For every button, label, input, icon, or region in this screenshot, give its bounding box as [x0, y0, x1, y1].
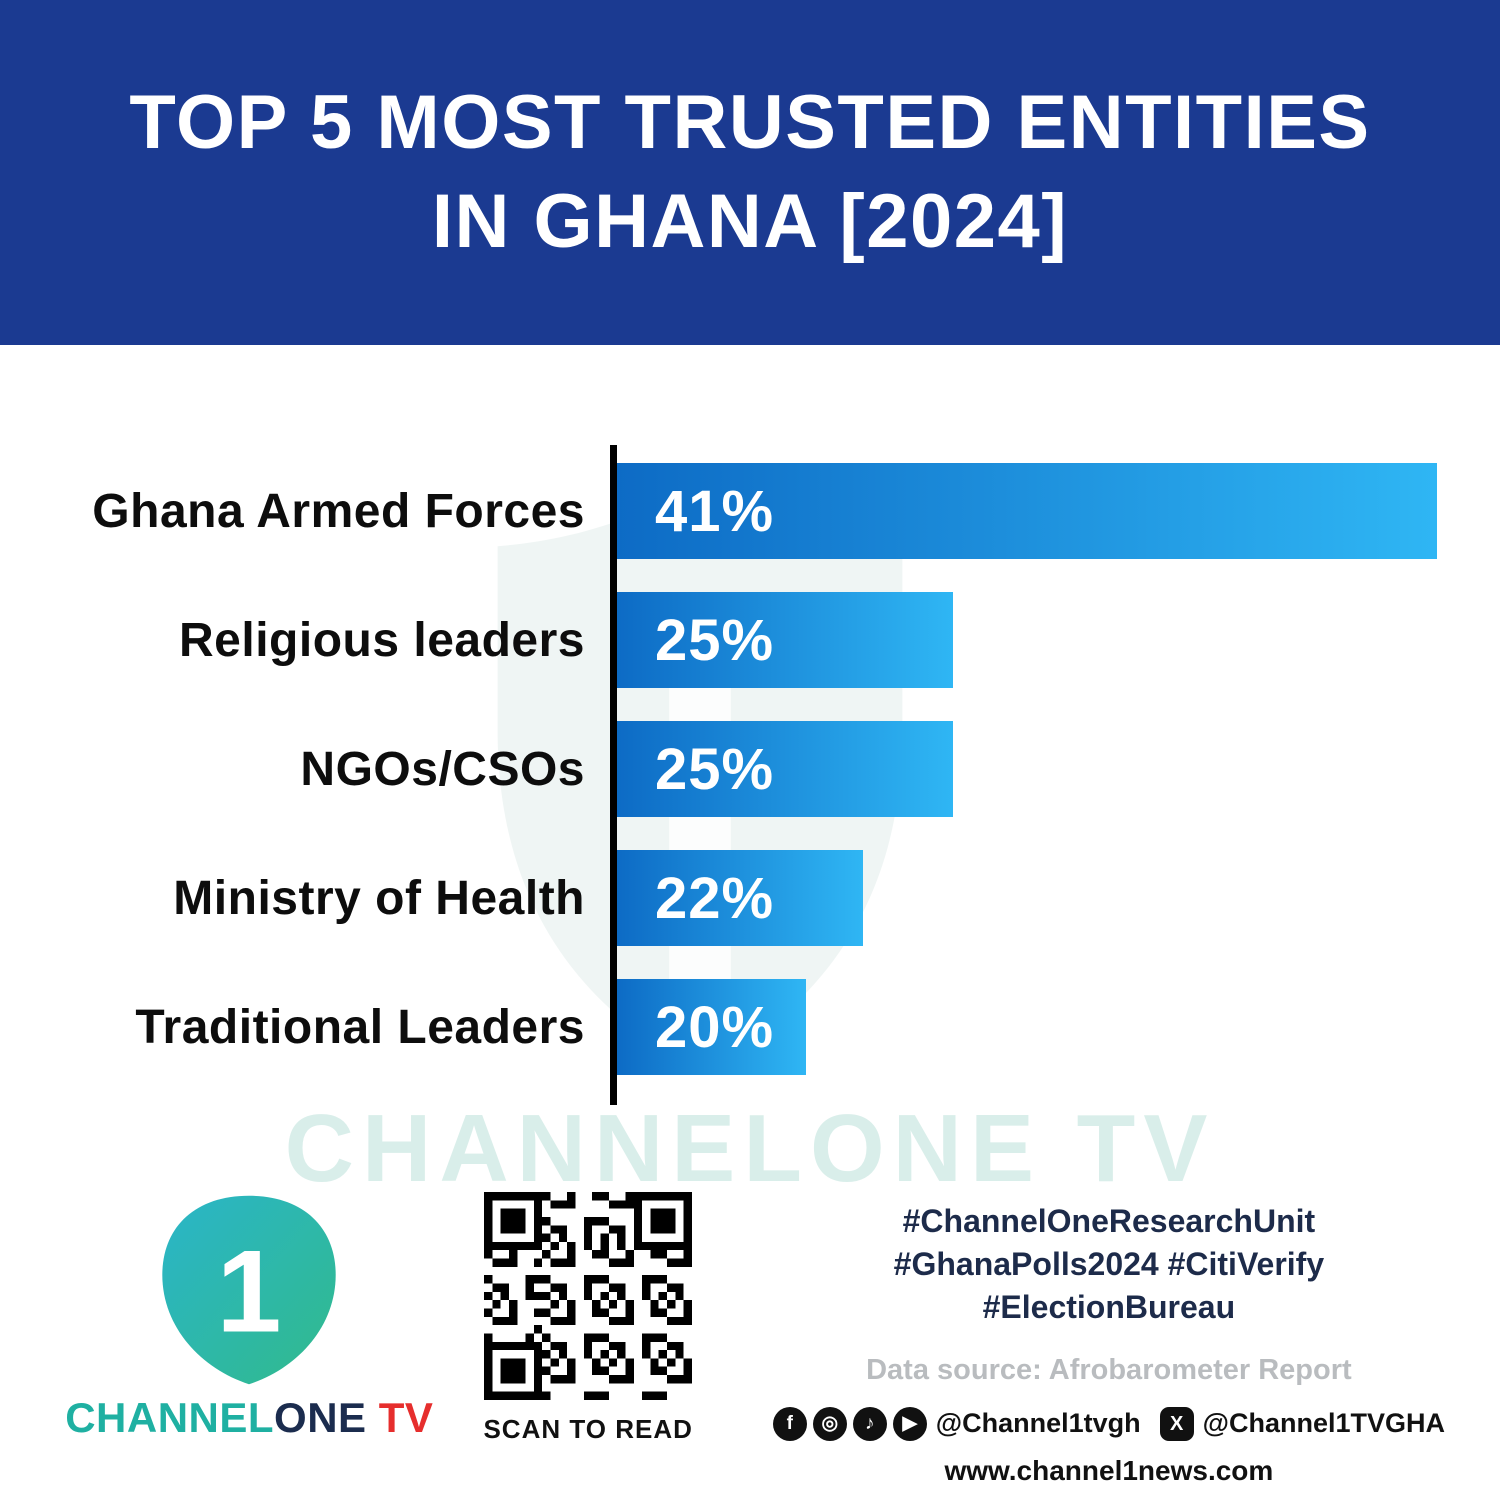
channel-one-logo-icon: 1: [162, 1195, 336, 1385]
bar-value-label: 20%: [655, 994, 775, 1060]
bar-value-label: 25%: [655, 736, 775, 802]
bar-label: NGOs/CSOs: [300, 742, 585, 796]
social-handle-x: @Channel1TVGHA: [1202, 1408, 1445, 1439]
hashtag-line-3: #ElectionBureau: [982, 1289, 1236, 1326]
page-title-line1: TOP 5 MOST TRUSTED ENTITIES: [129, 79, 1371, 165]
bar-chart: Ghana Armed Forces 41% Religious leaders 25…: [0, 445, 1500, 1105]
header-banner: TOP 5 MOST TRUSTED ENTITIES IN GHANA [20…: [0, 0, 1500, 345]
bar-label: Religious leaders: [179, 613, 585, 667]
qr-code: [484, 1192, 693, 1400]
instagram-icon: ◎: [812, 1406, 847, 1441]
bar-track: 22%: [617, 850, 1437, 946]
bar: 25%: [617, 721, 954, 817]
bar-track: 41%: [617, 463, 1437, 559]
bar-track: 25%: [617, 721, 1437, 817]
bar: 41%: [617, 463, 1437, 559]
bar-rows: Ghana Armed Forces 41% Religious leaders 25…: [0, 463, 1437, 1075]
footer-info-block: #ChannelOneResearchUnit #GhanaPolls2024 …: [733, 1192, 1445, 1487]
brand-one: ONE: [274, 1394, 367, 1441]
bar-track: 20%: [617, 979, 1437, 1075]
hashtag-line-1: #ChannelOneResearchUnit: [902, 1203, 1316, 1239]
brand-watermark: CHANNELONE TV: [284, 1095, 1216, 1202]
bar-value-label: 41%: [655, 478, 775, 544]
bar: 25%: [617, 592, 954, 688]
page-title: TOP 5 MOST TRUSTED ENTITIES IN GHANA [20…: [129, 74, 1370, 272]
svg-text:1: 1: [217, 1225, 282, 1356]
brand-channel: CHANNEL: [65, 1394, 275, 1441]
bar-row: Traditional Leaders 20%: [0, 979, 1437, 1075]
data-source-note: Data source: Afrobarometer Report: [866, 1353, 1352, 1386]
qr-caption: SCAN TO READ: [483, 1414, 693, 1444]
social-icons: f ◎ ♪ ▶: [772, 1406, 927, 1441]
bar-label: Traditional Leaders: [135, 1000, 585, 1054]
bar: 20%: [617, 979, 806, 1075]
footer: 1 CHANNELONE TV SCAN TO READ #ChannelOne…: [0, 1192, 1500, 1487]
hashtag-line-2: #GhanaPolls2024 #CitiVerify: [893, 1246, 1325, 1283]
qr-block: SCAN TO READ: [444, 1192, 733, 1487]
bar-row: Religious leaders 25%: [0, 592, 1437, 688]
youtube-icon: ▶: [892, 1406, 927, 1441]
brand-tv: TV: [366, 1394, 434, 1441]
bar-row: NGOs/CSOs 25%: [0, 721, 1437, 817]
website-url: www.channel1news.com: [944, 1454, 1274, 1486]
facebook-icon: f: [772, 1406, 807, 1441]
bar: 22%: [617, 850, 863, 946]
social-row: f ◎ ♪ ▶ @Channel1tvgh X @Channel1TVGHA: [772, 1406, 1445, 1441]
tiktok-icon: ♪: [852, 1406, 887, 1441]
page-title-line2: IN GHANA [2024]: [431, 178, 1069, 264]
bar-value-label: 22%: [655, 865, 775, 931]
bar-row: Ministry of Health 22%: [0, 850, 1437, 946]
bar-label: Ministry of Health: [173, 871, 585, 925]
y-axis-line: [610, 445, 617, 1105]
bar-row: Ghana Armed Forces 41%: [0, 463, 1437, 559]
brand-logo-block: 1 CHANNELONE TV: [55, 1192, 444, 1487]
bar-track: 25%: [617, 592, 1437, 688]
brand-wordmark: CHANNELONE TV: [65, 1394, 433, 1442]
social-handle-main: @Channel1tvgh: [935, 1408, 1141, 1439]
x-icon: X: [1159, 1406, 1194, 1441]
bar-value-label: 25%: [655, 607, 775, 673]
bar-label: Ghana Armed Forces: [92, 484, 585, 538]
